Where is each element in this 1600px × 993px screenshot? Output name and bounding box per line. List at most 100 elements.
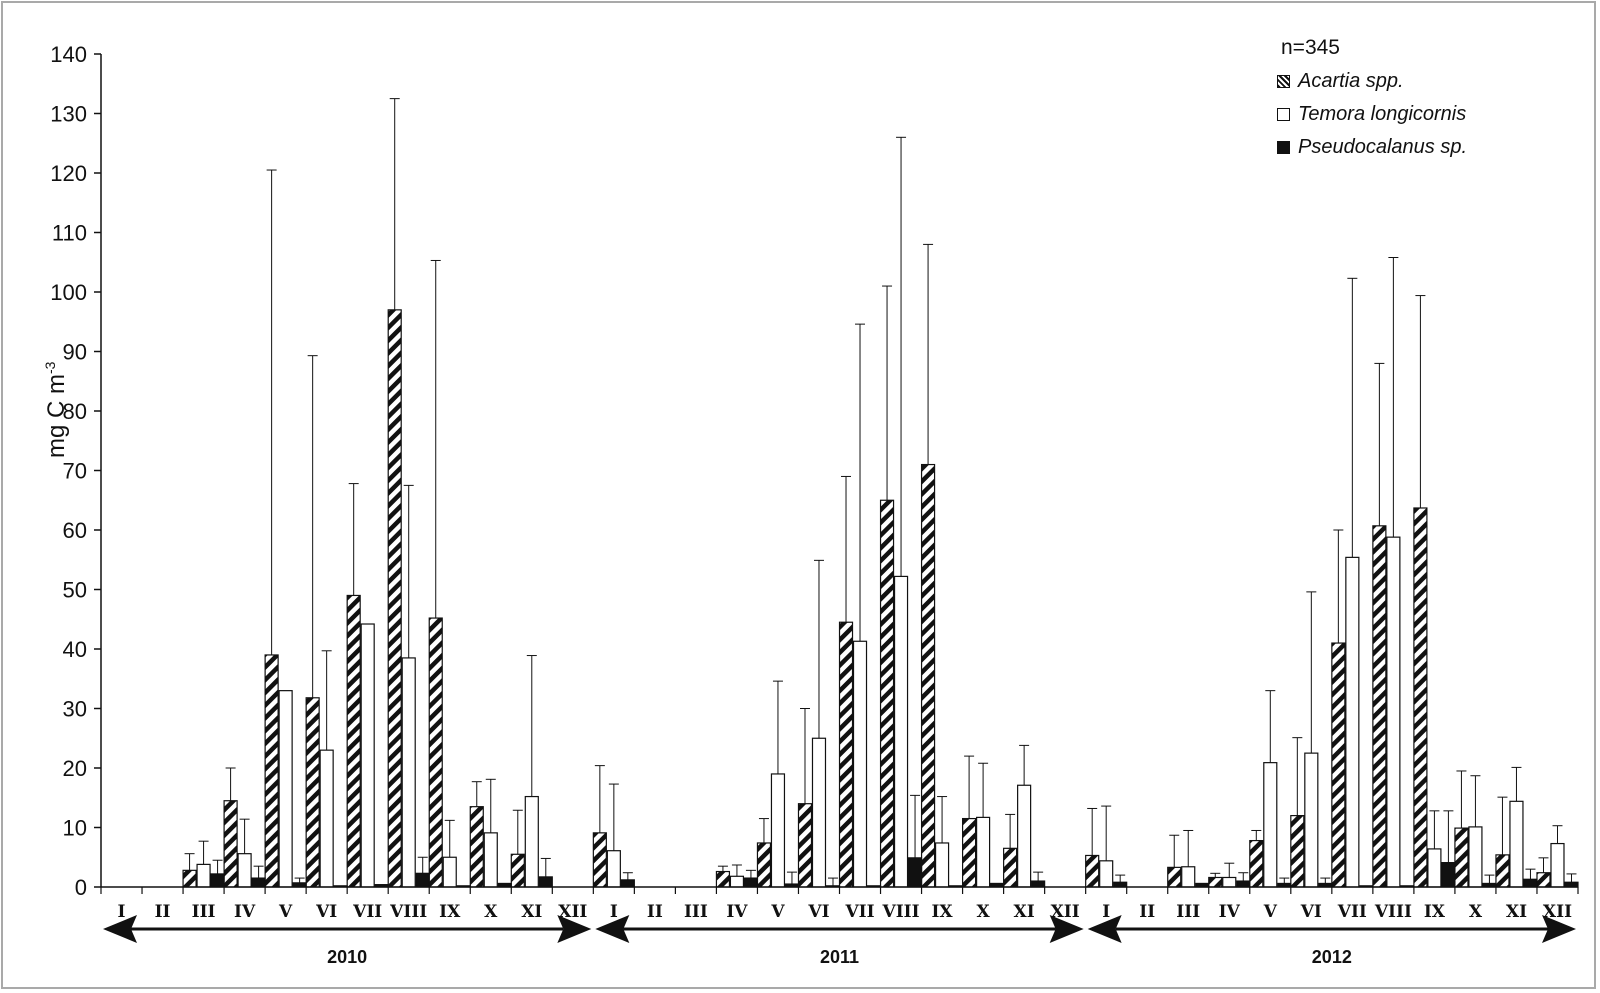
- bar: [469, 806, 484, 888]
- bar: [838, 621, 854, 888]
- bar: [524, 795, 539, 888]
- sample-size-annotation: n=345: [1281, 36, 1340, 59]
- legend-label-temora: Temora longicornis: [1298, 103, 1467, 125]
- x-tick-label: IV: [234, 902, 256, 922]
- bar: [1167, 866, 1182, 888]
- bar: [934, 842, 950, 888]
- y-tick-label: 40: [63, 637, 87, 662]
- x-tick-label: XI: [1014, 902, 1035, 922]
- bar: [305, 697, 320, 888]
- bar: [1345, 556, 1360, 888]
- x-tick-label: XII: [1051, 902, 1080, 922]
- arrow-left-icon: [103, 915, 137, 943]
- x-tick-label: II: [647, 902, 663, 922]
- bar: [1099, 860, 1114, 888]
- legend-item-acartia: Acartia spp.: [1277, 65, 1537, 98]
- y-axis-label: mg C m-3: [20, 362, 80, 458]
- y-tick-label: 10: [63, 816, 87, 841]
- x-tick-label: XII: [558, 902, 587, 922]
- x-tick-label: IV: [1219, 902, 1241, 922]
- bar: [251, 877, 266, 888]
- x-tick-label: VIII: [1374, 902, 1412, 922]
- x-tick-label: III: [192, 902, 216, 922]
- x-tick-label: I: [1102, 902, 1110, 922]
- bar: [1017, 784, 1032, 888]
- bar: [743, 877, 759, 888]
- bar: [1222, 876, 1237, 888]
- black-swatch-icon: [1277, 141, 1290, 154]
- bar: [879, 499, 895, 888]
- bar: [278, 690, 293, 888]
- y-axis-label-superscript: -3: [42, 361, 58, 374]
- x-tick-label: X: [976, 902, 990, 922]
- bar: [1290, 814, 1305, 888]
- bar: [237, 853, 252, 888]
- x-tick-label: VII: [1337, 902, 1367, 922]
- bar: [797, 803, 813, 888]
- bar: [1085, 854, 1100, 888]
- bar: [1536, 872, 1551, 888]
- x-tick-label: VIII: [389, 902, 427, 922]
- hatched-swatch-icon: [1277, 75, 1290, 88]
- y-tick-label: 110: [52, 221, 87, 246]
- bar: [319, 749, 334, 888]
- bar: [961, 817, 977, 888]
- bar: [1523, 878, 1538, 888]
- bar: [1003, 847, 1018, 888]
- bar: [1331, 642, 1346, 888]
- arrow-right-icon: [1049, 915, 1084, 943]
- x-tick-label: IX: [1424, 902, 1446, 922]
- bar: [1550, 842, 1565, 888]
- bar: [592, 832, 607, 888]
- x-tick-label: VII: [352, 902, 382, 922]
- x-tick-label: III: [684, 902, 708, 922]
- y-tick-label: 0: [75, 875, 87, 900]
- bar: [1208, 876, 1223, 888]
- x-tick-label: II: [155, 902, 171, 922]
- bar: [387, 309, 402, 888]
- bar: [483, 832, 498, 888]
- bar: [1509, 800, 1524, 888]
- bar: [1468, 826, 1483, 888]
- legend-label-acartia: Acartia spp.: [1298, 70, 1404, 92]
- bar: [920, 463, 936, 888]
- legend: n=345 Acartia spp. Temora longicornis Ps…: [1277, 36, 1537, 164]
- y-tick-label: 30: [63, 697, 87, 722]
- x-tick-label: X: [1469, 902, 1483, 922]
- x-tick-label: VI: [807, 902, 829, 922]
- x-tick-label: VI: [1300, 902, 1322, 922]
- x-tick-label: XII: [1543, 902, 1572, 922]
- x-tick-label: IX: [439, 902, 461, 922]
- year-label: 2011: [820, 947, 859, 967]
- bar: [620, 879, 635, 888]
- bar: [811, 737, 827, 888]
- y-tick-label: 140: [50, 42, 87, 67]
- bar: [428, 617, 443, 888]
- bar: [1427, 848, 1442, 888]
- legend-item-temora: Temora longicornis: [1277, 98, 1537, 131]
- year-label: 2010: [327, 947, 367, 967]
- bar: [1031, 880, 1046, 888]
- x-tick-label: VII: [844, 902, 874, 922]
- bar: [210, 873, 225, 888]
- bar: [264, 654, 279, 888]
- x-tick-label: VIII: [882, 902, 920, 922]
- bar: [1181, 866, 1196, 888]
- bar: [975, 816, 991, 888]
- bar: [770, 773, 786, 888]
- bar: [606, 850, 621, 888]
- x-tick-label: I: [610, 902, 618, 922]
- bar: [346, 594, 361, 888]
- arrow-right-icon: [557, 915, 592, 943]
- arrow-right-icon: [1542, 915, 1576, 943]
- year-label: 2012: [1312, 947, 1352, 967]
- bar: [715, 870, 731, 888]
- bar: [1386, 536, 1401, 888]
- y-tick-label: 50: [63, 578, 87, 603]
- bar: [907, 857, 923, 888]
- bar: [1441, 862, 1456, 888]
- bar: [196, 863, 211, 888]
- bar: [401, 657, 416, 888]
- bar: [1249, 839, 1264, 888]
